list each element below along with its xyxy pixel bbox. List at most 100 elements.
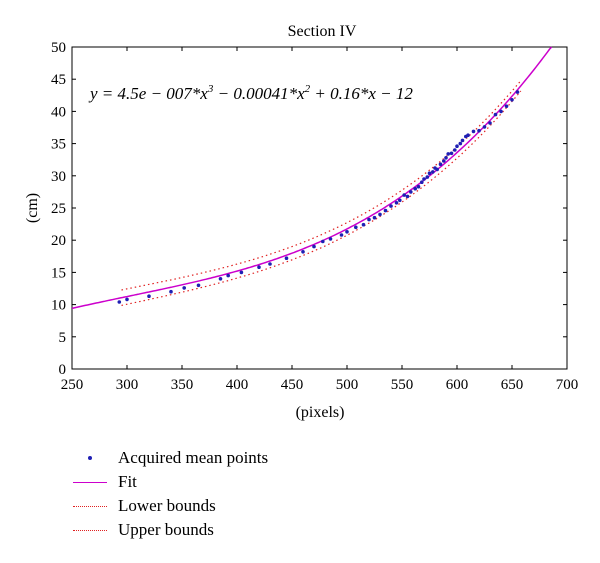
equation-mid: − 0.00041*x — [213, 84, 305, 103]
data-point — [389, 204, 393, 208]
fit-equation: y = 4.5e − 007*x3 − 0.00041*x2 + 0.16*x … — [88, 83, 413, 103]
x-tick-label: 450 — [281, 377, 304, 393]
data-point — [117, 300, 122, 304]
data-point — [420, 180, 424, 184]
data-point — [515, 90, 520, 94]
data-point — [471, 129, 476, 134]
legend-item-upper: Upper bounds — [70, 518, 370, 542]
data-point — [398, 198, 402, 203]
x-tick-label: 650 — [501, 377, 524, 393]
y-axis-title: (cm) — [24, 193, 41, 223]
data-point — [125, 297, 129, 302]
data-point — [383, 208, 388, 213]
data-point — [354, 225, 358, 230]
legend-label-upper: Upper bounds — [118, 520, 214, 539]
legend-swatch-dots — [70, 446, 110, 470]
data-point — [482, 125, 487, 129]
data-point — [147, 294, 151, 299]
data-point — [425, 175, 430, 179]
data-point — [345, 230, 349, 234]
legend-label-points: Acquired mean points — [118, 448, 269, 467]
data-point — [449, 151, 454, 156]
y-tick-label: 40 — [51, 104, 66, 120]
data-point — [455, 144, 459, 148]
data-point — [257, 265, 261, 270]
data-point — [477, 128, 481, 133]
data-point — [226, 273, 230, 278]
legend: Acquired mean points Fit Lower bounds Up… — [70, 446, 370, 542]
lower-bound-line — [121, 90, 522, 306]
data-point — [493, 112, 498, 117]
data-point — [438, 162, 443, 166]
data-point — [405, 194, 410, 199]
data-point — [312, 244, 316, 249]
data-point — [466, 133, 470, 137]
chart-title: Section IV — [288, 23, 357, 40]
upper-bound-line — [121, 80, 522, 291]
data-point — [444, 156, 448, 160]
data-point — [458, 141, 463, 146]
y-tick-label: 20 — [51, 233, 66, 249]
data-point — [442, 159, 446, 163]
data-point — [431, 170, 435, 174]
data-point — [339, 233, 344, 237]
y-tick-label: 45 — [51, 72, 66, 88]
data-point — [284, 256, 289, 261]
data-point — [435, 167, 440, 172]
data-point — [367, 217, 371, 222]
data-point — [427, 171, 432, 175]
x-tick-label: 700 — [556, 377, 579, 393]
data-point — [378, 212, 382, 217]
data-point — [504, 104, 509, 108]
fit-group — [71, 46, 553, 310]
legend-swatch-line — [70, 470, 110, 494]
legend-item-lower: Lower bounds — [70, 494, 370, 518]
data-point — [488, 121, 492, 125]
equation-exp1: 3 — [207, 83, 214, 95]
data-point — [460, 138, 465, 143]
data-point — [372, 215, 377, 220]
data-point — [196, 283, 201, 288]
x-tick-label: 250 — [61, 377, 84, 393]
x-tick-label: 400 — [226, 377, 249, 393]
legend-label-lower: Lower bounds — [118, 496, 216, 515]
data-point — [409, 190, 413, 194]
x-tick-label: 500 — [336, 377, 359, 393]
legend-swatch-dotted-lower — [70, 494, 110, 518]
data-point — [169, 289, 173, 294]
equation-exp2: 2 — [305, 83, 311, 95]
data-point — [453, 148, 457, 152]
legend-label-fit: Fit — [118, 472, 137, 491]
x-tick-label: 350 — [171, 377, 194, 393]
bounds-group — [121, 80, 522, 306]
y-tick-label: 25 — [51, 201, 66, 217]
x-axis-title: (pixels) — [296, 404, 345, 421]
data-point — [218, 277, 223, 281]
points-group — [117, 90, 520, 304]
data-point — [510, 98, 514, 102]
axis-ticks: 250 300 350 400 450 500 550 600 650 7000510152025… — [51, 40, 578, 393]
y-tick-label: 15 — [51, 265, 66, 281]
equation-prefix: y = 4.5e − 007*x — [88, 84, 208, 103]
legend-swatch-dotted-upper — [70, 518, 110, 542]
legend-item-points: Acquired mean points — [70, 446, 370, 470]
data-point — [394, 201, 399, 205]
data-point — [361, 222, 366, 227]
data-point — [268, 262, 272, 266]
y-tick-label: 10 — [51, 298, 66, 314]
x-tick-label: 300 — [116, 377, 139, 393]
data-point — [239, 270, 244, 275]
data-point — [301, 250, 305, 254]
data-point — [416, 184, 421, 189]
data-point — [446, 152, 451, 156]
x-tick-label: 550 — [391, 377, 414, 393]
y-tick-label: 30 — [51, 169, 66, 185]
y-tick-label: 0 — [59, 362, 67, 378]
y-tick-label: 50 — [51, 40, 66, 56]
data-point — [413, 186, 418, 191]
data-point — [422, 177, 426, 181]
data-point — [499, 109, 503, 114]
data-point — [321, 239, 325, 244]
x-tick-label: 600 — [446, 377, 469, 393]
